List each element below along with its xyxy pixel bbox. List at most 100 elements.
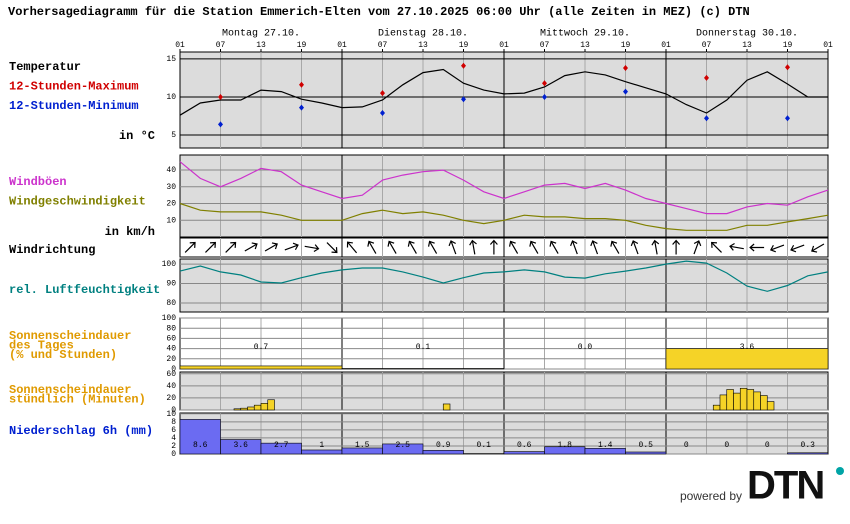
y-tick-label: 4 [171, 434, 176, 443]
y-tick-label: 60 [166, 335, 176, 344]
sun-hour-bar [739, 387, 748, 411]
y-tick-label: 2 [171, 442, 176, 451]
sun-hour-bar [240, 407, 248, 411]
title: Vorhersagediagramm für die Station Emmer… [8, 5, 750, 19]
sun-hour-bar [760, 395, 768, 411]
wind-arrow [367, 240, 377, 254]
precip-label: 0.9 [436, 441, 451, 450]
hour-label: 13 [256, 41, 266, 50]
y-tick-label: 10 [166, 216, 176, 225]
wind-arrow [427, 240, 438, 254]
row-label: stündlich (Minuten) [9, 393, 146, 407]
day-label: Dienstag 28.10. [378, 28, 468, 40]
wind-arrow [264, 242, 278, 252]
precip-label: 0 [765, 441, 770, 450]
y-tick-label: 8 [171, 418, 176, 427]
wind-arrow [811, 243, 825, 253]
y-tick-label: 90 [166, 280, 176, 289]
wind-arrow [284, 242, 299, 251]
day-label: Montag 27.10. [222, 29, 300, 40]
max-min-marker [785, 64, 790, 71]
hour-label: 01 [499, 41, 509, 50]
y-tick-label: 40 [166, 166, 176, 175]
wind-arrow [184, 241, 196, 253]
max-min-marker [785, 115, 790, 122]
max-min-marker [542, 93, 547, 100]
wind-arrow [326, 242, 338, 254]
y-tick-label: 80 [166, 324, 176, 333]
hour-label: 01 [661, 41, 671, 50]
wind-arrow [448, 240, 457, 255]
precip-bar [625, 451, 667, 455]
precip-label: 1.5 [355, 441, 370, 450]
sun-hour-bar [766, 401, 775, 411]
y-tick-label: 80 [166, 299, 176, 308]
wind-arrow [407, 240, 417, 254]
y-tick-label: 20 [166, 200, 176, 209]
max-min-marker [623, 65, 628, 71]
hour-label: 01 [823, 41, 833, 50]
hour-label: 19 [621, 41, 631, 50]
sun-day-bar [179, 365, 343, 370]
precip-label: 0 [724, 441, 729, 450]
unit-label: in °C [119, 129, 155, 143]
max-min-marker [704, 74, 709, 81]
max-min-marker [218, 121, 223, 128]
logo: DTN [747, 464, 823, 508]
row-label: Niederschlag 6h (mm) [9, 424, 153, 438]
row-label: des Tages [9, 339, 74, 353]
precip-label: 3.6 [234, 441, 249, 450]
sun-hour-bar [442, 403, 451, 411]
hour-label: 01 [175, 41, 185, 50]
wind-arrow [244, 242, 258, 252]
hour-label: 13 [418, 41, 428, 50]
max-min-marker [380, 90, 385, 97]
hour-label: 13 [580, 41, 590, 50]
sun-hour-bar [267, 399, 275, 411]
wind-arrow [489, 239, 498, 255]
row-label: Temperatur [9, 60, 81, 74]
day-label: Donnerstag 30.10. [696, 29, 798, 40]
precip-label: 1 [319, 441, 324, 450]
wind-arrow [729, 243, 744, 251]
y-tick-label: 10 [166, 410, 176, 419]
precip-label: 0.1 [477, 441, 492, 450]
max-min-marker [461, 62, 466, 69]
sun-hour-bar [753, 391, 761, 411]
sun-hour-bar [233, 408, 242, 411]
unit-label: in km/h [105, 225, 155, 239]
y-tick-label: 5 [171, 131, 176, 140]
wind-arrow [304, 244, 320, 252]
precip-label: 2.7 [274, 441, 289, 450]
y-tick-label: 10 [166, 93, 176, 102]
powered-by: powered by [680, 489, 742, 503]
row-label: Sonnenscheindauer [9, 383, 131, 397]
hour-label: 01 [337, 41, 347, 50]
row-label: Windböen [9, 175, 67, 189]
sun-hours-label: 0.0 [578, 343, 593, 352]
max-min-marker [299, 81, 304, 88]
precip-label: 0.3 [801, 441, 816, 450]
y-tick-label: 15 [166, 55, 176, 64]
precip-bar [260, 442, 302, 455]
hour-label: 19 [297, 41, 307, 50]
wind-arrow [549, 240, 559, 254]
hour-label: 19 [783, 41, 793, 50]
row-label: rel. Luftfeuchtigkeit [9, 283, 160, 297]
y-tick-label: 6 [171, 426, 176, 435]
row-label: Windgeschwindigkeit [9, 195, 146, 209]
hour-label: 13 [742, 41, 752, 50]
wind-arrow [693, 240, 702, 255]
series-line [179, 260, 829, 292]
wind-arrow [610, 240, 620, 254]
sun-day-bar [665, 348, 829, 370]
wind-arrow [790, 244, 805, 253]
y-tick-label: 60 [166, 370, 176, 379]
row-label: 12-Stunden-Minimum [9, 99, 139, 113]
precip-label: 2.5 [396, 441, 411, 450]
max-min-marker [380, 109, 385, 116]
hour-label: 07 [378, 41, 388, 50]
precip-label: 0.5 [639, 441, 654, 450]
sun-hours-label: 0.1 [416, 343, 431, 352]
sun-hour-bar [746, 389, 755, 411]
